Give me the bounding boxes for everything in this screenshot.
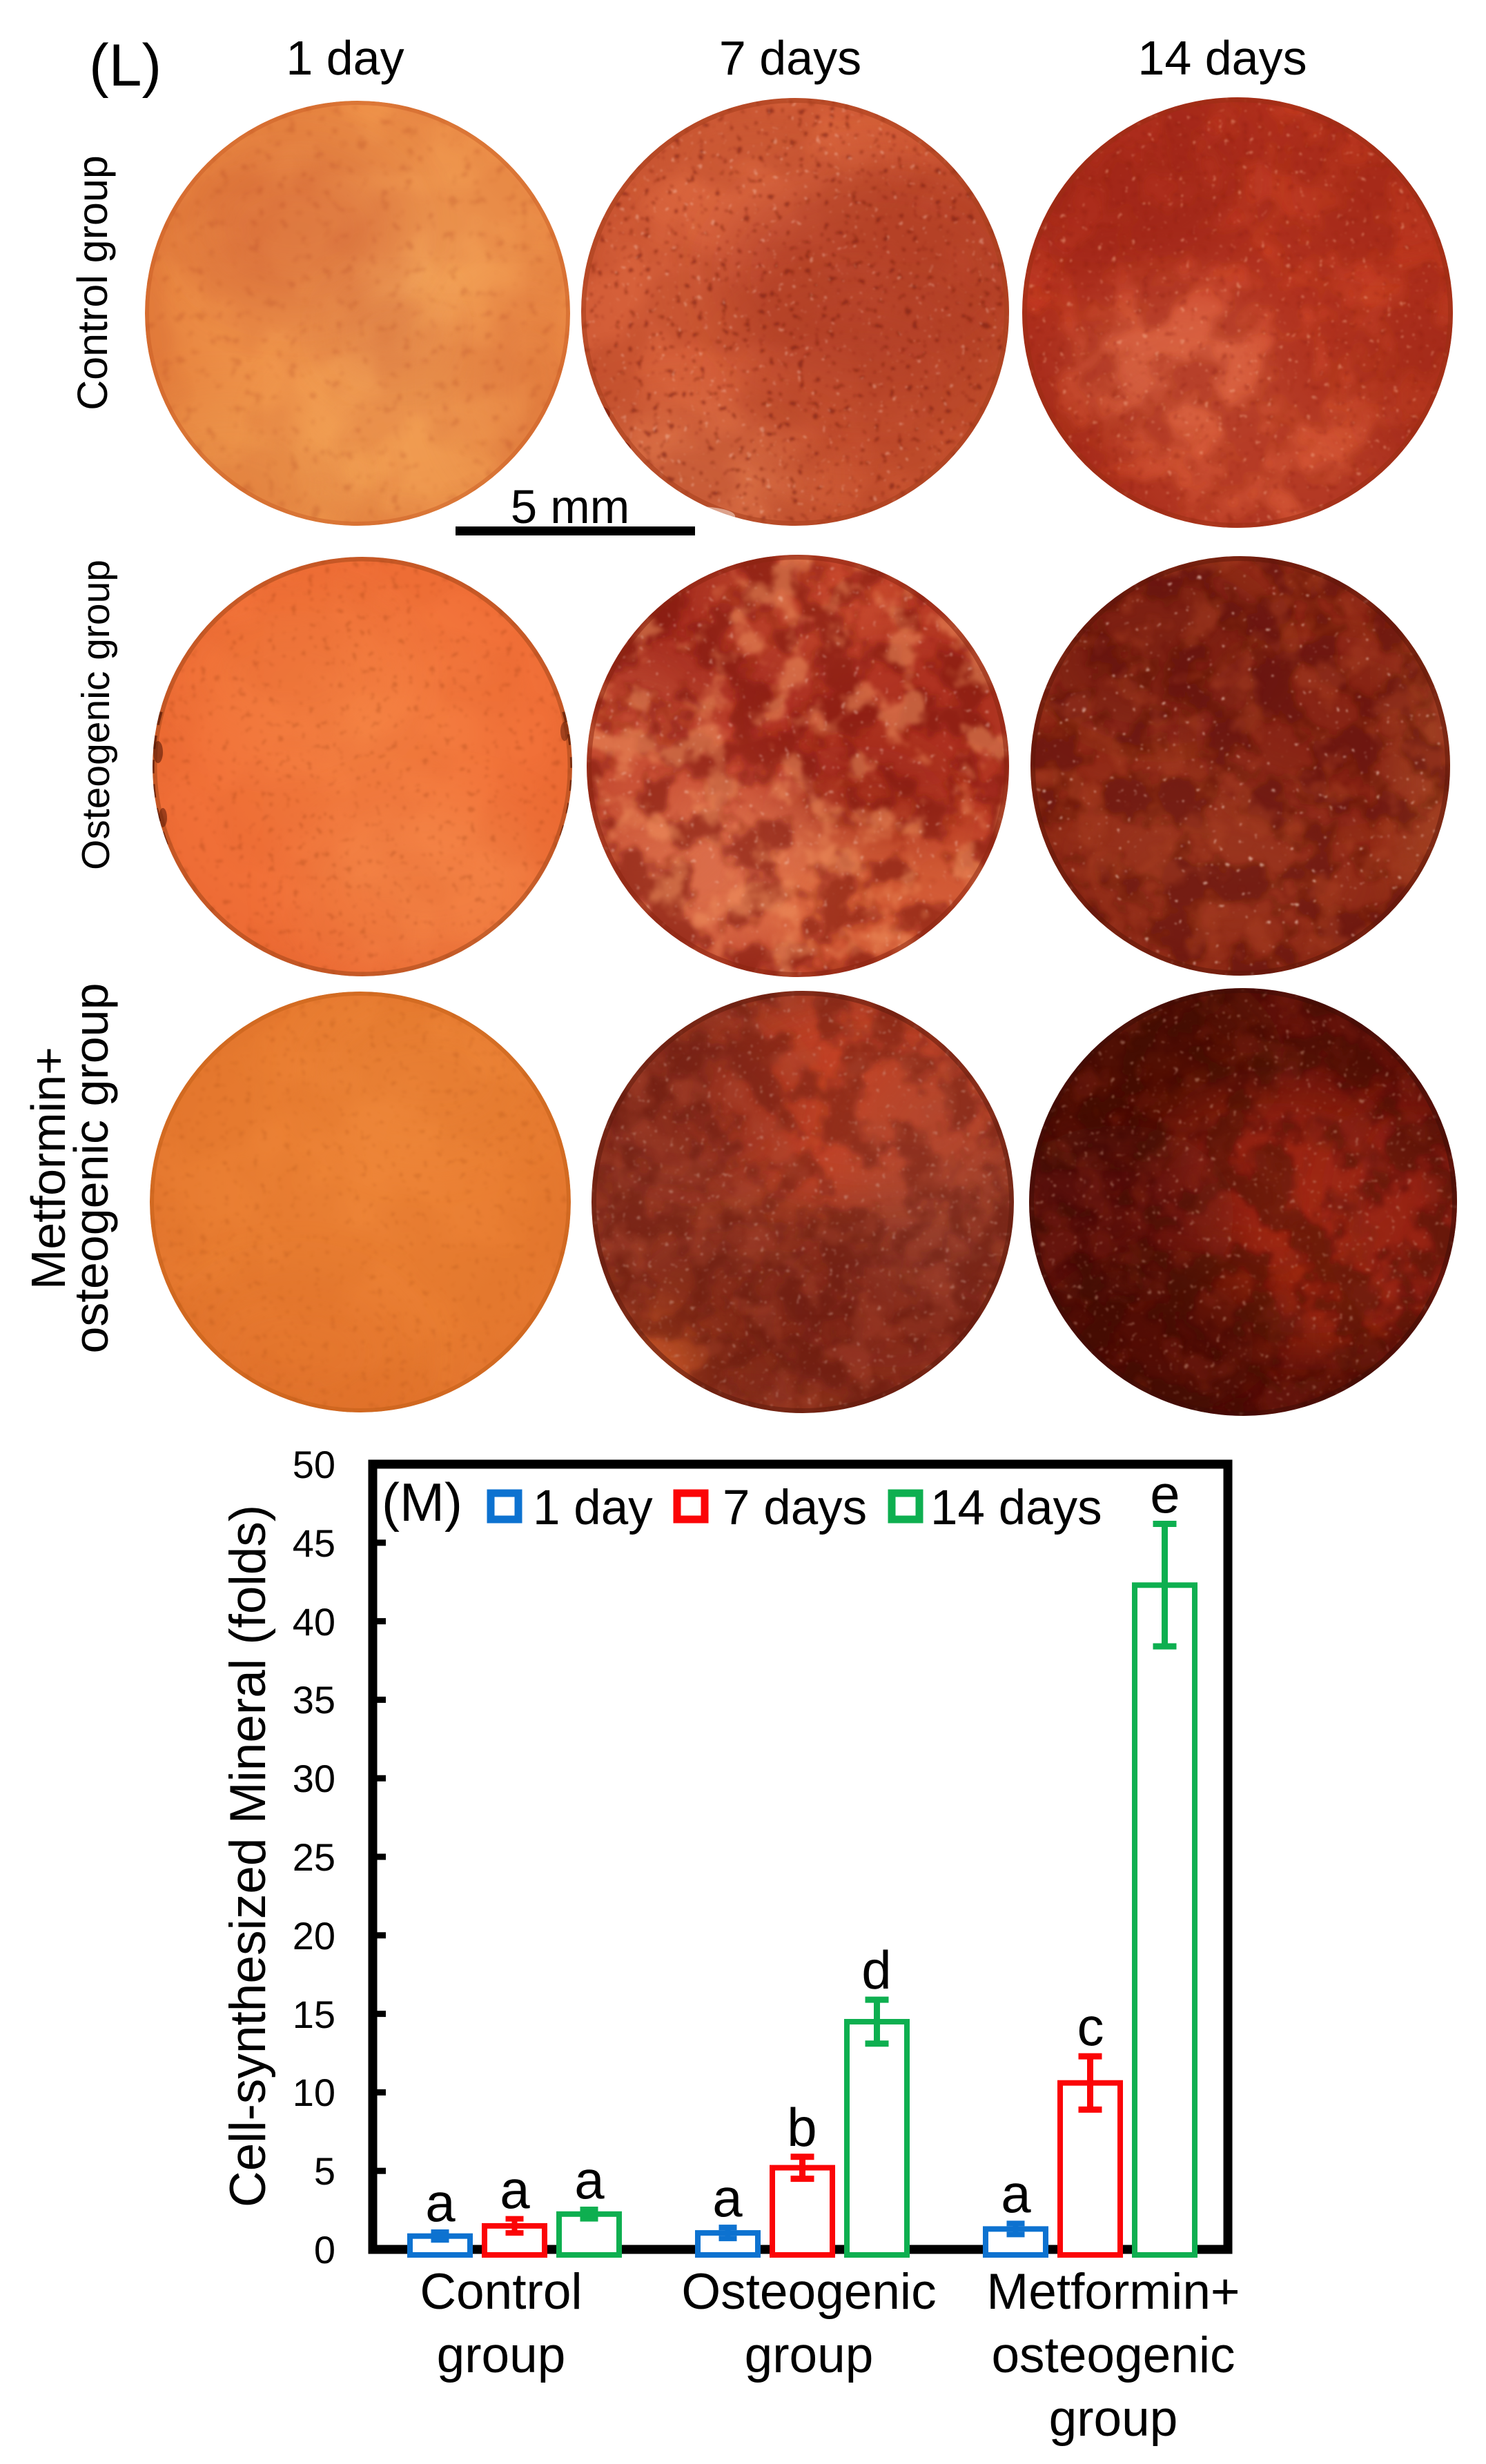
svg-text:Control: Control (420, 2264, 582, 2320)
svg-text:a: a (500, 2159, 530, 2220)
svg-text:40: 40 (293, 1600, 335, 1644)
svg-text:14 days: 14 days (930, 1481, 1102, 1535)
svg-text:a: a (1001, 2163, 1031, 2224)
svg-text:Control group: Control group (69, 155, 116, 411)
svg-text:7 days: 7 days (723, 1481, 867, 1535)
svg-text:5: 5 (314, 2149, 335, 2193)
svg-text:45: 45 (293, 1521, 335, 1565)
svg-text:osteogenic: osteogenic (991, 2327, 1235, 2383)
svg-text:group: group (1049, 2391, 1178, 2447)
svg-text:30: 30 (293, 1757, 335, 1800)
svg-text:10: 10 (293, 2071, 335, 2114)
svg-text:osteogenic group: osteogenic group (64, 983, 118, 1353)
svg-text:c: c (1077, 1996, 1104, 2057)
svg-text:50: 50 (293, 1443, 335, 1486)
svg-text:15: 15 (293, 1993, 335, 2036)
svg-text:b: b (787, 2097, 817, 2158)
svg-text:Osteogenic group: Osteogenic group (74, 560, 118, 870)
svg-text:14 days: 14 days (1137, 31, 1307, 85)
svg-text:a: a (425, 2172, 456, 2233)
svg-text:group: group (745, 2327, 874, 2383)
svg-text:a: a (574, 2149, 605, 2210)
svg-text:5 mm: 5 mm (511, 480, 630, 533)
svg-text:0: 0 (314, 2228, 335, 2271)
svg-text:a: a (712, 2167, 743, 2228)
svg-text:(L): (L) (89, 32, 162, 99)
svg-text:35: 35 (293, 1678, 335, 1722)
svg-text:d: d (861, 1940, 891, 2000)
svg-text:20: 20 (293, 1914, 335, 1958)
svg-text:Metformin+: Metformin+ (21, 1047, 75, 1290)
svg-text:25: 25 (293, 1835, 335, 1879)
svg-text:Metformin+: Metformin+ (986, 2264, 1240, 2320)
svg-text:(M): (M) (382, 1472, 462, 1532)
svg-text:1 day: 1 day (533, 1481, 653, 1535)
svg-text:Cell-synthesized Mineral (fold: Cell-synthesized Mineral (folds) (220, 1505, 276, 2207)
svg-text:1 day: 1 day (286, 31, 404, 85)
svg-text:Osteogenic: Osteogenic (681, 2264, 936, 2320)
svg-text:7 days: 7 days (719, 31, 861, 85)
svg-text:group: group (437, 2327, 566, 2383)
svg-text:e: e (1150, 1463, 1180, 1524)
